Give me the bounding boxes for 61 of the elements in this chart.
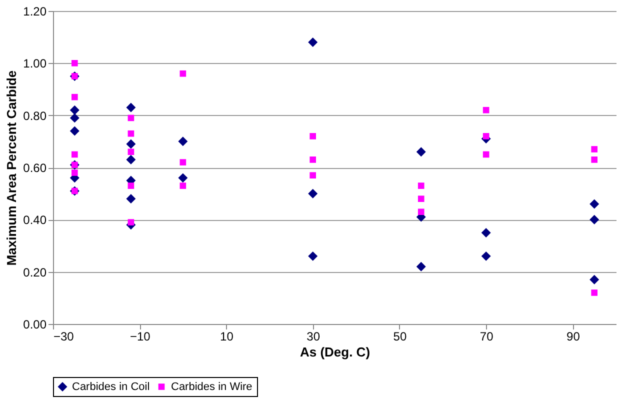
point — [128, 182, 134, 189]
point — [590, 199, 600, 209]
point — [310, 156, 316, 163]
point — [481, 251, 491, 261]
point — [178, 136, 188, 146]
x-tick-label: 30 — [306, 330, 320, 344]
point — [590, 214, 600, 224]
point — [418, 182, 424, 189]
x-axis-title: As (Deg. C) — [300, 344, 370, 360]
point — [180, 182, 186, 189]
point — [308, 38, 318, 48]
point — [308, 251, 318, 261]
x-tick-label: 90 — [566, 330, 580, 344]
point — [126, 139, 136, 149]
y-tick-label: 1.20 — [23, 4, 47, 18]
point — [180, 159, 186, 166]
point — [308, 188, 318, 198]
y-tick-label: 0.40 — [23, 213, 47, 228]
point — [128, 219, 134, 226]
x-tick-label: −30 — [54, 330, 74, 344]
point — [482, 133, 490, 140]
point — [70, 113, 80, 123]
point — [128, 148, 134, 156]
point — [70, 126, 80, 136]
y-tick-label: 0.80 — [23, 108, 47, 123]
x-tick-label: 70 — [480, 330, 494, 344]
point — [128, 130, 134, 137]
point — [128, 114, 134, 122]
legend-label: Carbides in Wire — [171, 380, 252, 393]
x-tick-label: 50 — [393, 330, 407, 344]
point — [180, 70, 186, 77]
y-tick-label: 0.00 — [23, 318, 47, 332]
point — [591, 156, 598, 163]
legend-label: Carbides in Coil — [72, 380, 150, 393]
point — [126, 102, 136, 112]
point — [482, 106, 490, 114]
point — [71, 170, 78, 176]
x-tick-label: 10 — [220, 330, 234, 344]
point — [70, 105, 80, 115]
point — [591, 146, 598, 152]
point — [590, 274, 600, 284]
point — [71, 151, 78, 158]
point — [126, 154, 136, 164]
x-tick-label: −10 — [130, 330, 151, 344]
point — [416, 262, 426, 272]
point — [310, 133, 316, 140]
point — [418, 196, 424, 202]
y-tick-label: 1.00 — [23, 56, 47, 71]
point — [416, 147, 426, 157]
point — [418, 208, 424, 216]
point — [482, 151, 490, 158]
point — [71, 60, 78, 66]
point — [310, 172, 316, 178]
y-tick-label: 0.60 — [23, 161, 47, 175]
point — [591, 290, 598, 296]
point — [481, 228, 491, 238]
point — [71, 94, 78, 100]
point — [126, 194, 136, 204]
y-tick-label: 0.20 — [23, 265, 47, 280]
y-axis-title: Maximum Area Percent Carbide — [4, 70, 20, 266]
point — [178, 173, 188, 183]
